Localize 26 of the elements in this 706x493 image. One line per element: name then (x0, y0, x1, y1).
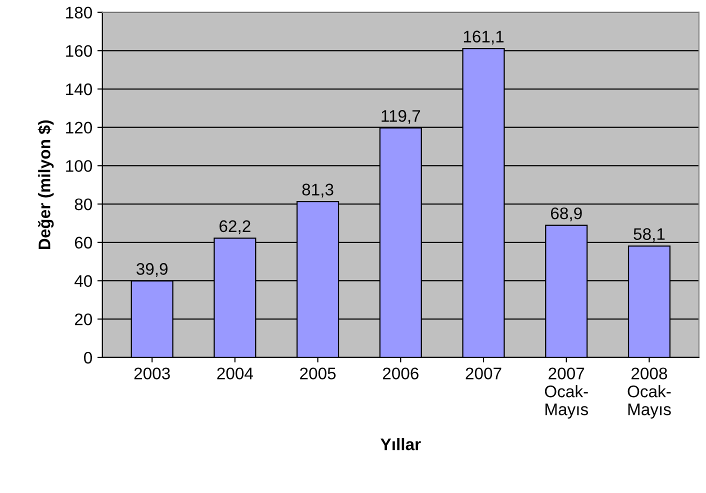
y-tick-label: 20 (74, 313, 92, 326)
x-tick-label: 2006 (382, 368, 418, 380)
y-tick-label: 180 (66, 6, 92, 19)
y-axis-title: Değer (milyon $) (38, 120, 54, 250)
y-tick-label: 100 (66, 160, 92, 172)
x-axis-title: Yıllar (380, 438, 421, 450)
y-tick-label: 80 (74, 198, 92, 210)
data-label: 39,9 (136, 263, 168, 277)
x-tick-label: 2007 Ocak- Mayıs (544, 368, 588, 419)
x-tick-label: 2007 (466, 368, 502, 380)
y-tick-label: 40 (74, 275, 92, 287)
data-label: 58,1 (634, 228, 665, 242)
data-label: 81,3 (302, 184, 334, 198)
data-label: 62,2 (220, 220, 250, 234)
data-label: 68,9 (551, 207, 582, 222)
x-tick-label: 2004 (217, 368, 253, 380)
y-tick-label: 120 (66, 122, 92, 134)
y-tick-label: 0 (84, 352, 92, 364)
y-tick-label: 160 (66, 45, 92, 57)
x-tick-label: 2005 (300, 368, 336, 380)
data-label: 161,1 (464, 30, 504, 44)
x-tick-label: 2003 (134, 368, 170, 380)
y-tick-label: 60 (74, 236, 92, 249)
data-label: 119,7 (382, 110, 420, 124)
x-tick-label: 2008 Ocak- Mayıs (628, 368, 671, 419)
y-tick-label: 140 (66, 83, 92, 96)
